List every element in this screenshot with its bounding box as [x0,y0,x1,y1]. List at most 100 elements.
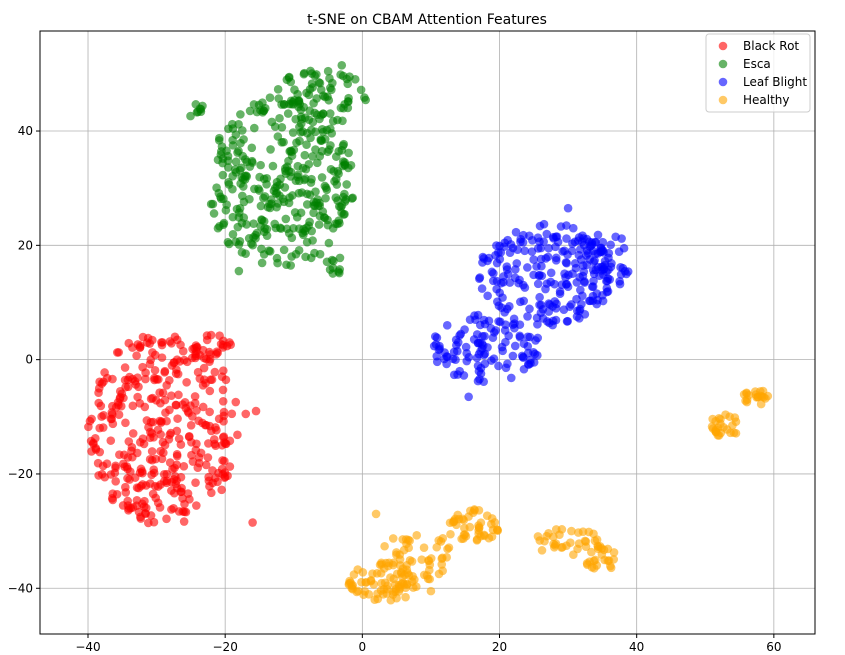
data-point [408,572,417,581]
data-point [497,342,507,352]
data-point [544,307,554,316]
data-point [320,181,330,191]
data-point [211,441,220,451]
y-tick-label: −40 [8,581,33,595]
data-point [154,375,163,384]
data-point [742,388,751,398]
data-point [272,253,282,263]
data-point [128,374,137,384]
data-point [190,392,200,401]
data-point [268,161,278,171]
data-point [546,277,555,287]
data-point [525,231,534,241]
data-point [532,313,542,323]
data-point [464,392,473,402]
legend-label: Leaf Blight [743,75,807,89]
data-point [120,462,129,471]
data-point [501,363,511,373]
data-point [172,335,182,345]
data-point [94,384,104,393]
data-point [205,407,214,417]
data-point [434,536,444,545]
data-point [432,333,442,343]
data-point [599,545,609,555]
data-point [207,488,216,498]
data-point [199,363,209,373]
data-point [132,448,142,458]
data-point [358,568,368,577]
data-point [587,547,596,557]
data-point [183,407,193,416]
data-point [228,212,238,222]
data-point [308,152,317,161]
data-point [525,304,534,314]
data-point [172,483,182,493]
data-point [565,302,575,311]
data-point [256,105,265,115]
data-point [342,180,351,189]
data-point [515,320,525,329]
data-point [150,350,160,360]
data-point [386,595,396,605]
data-point [116,401,126,411]
data-point [291,249,301,259]
data-point [489,269,498,278]
data-point [212,183,221,192]
data-point [438,566,447,576]
data-point [272,177,282,187]
data-point [551,242,560,252]
data-point [138,362,147,372]
data-point [512,259,522,268]
data-point [153,498,163,508]
data-point [238,182,248,191]
data-point [543,252,553,262]
data-point [508,351,518,361]
data-point [159,448,168,458]
data-point [395,550,405,559]
data-point [237,163,246,173]
data-point [220,472,230,482]
data-point [179,462,189,471]
data-point [593,262,603,272]
data-point [561,280,571,289]
legend-label: Esca [743,57,771,71]
data-point [218,340,228,350]
data-point [287,147,296,157]
data-point [326,141,335,150]
legend: Black Rot Esca Leaf Blight Healthy [705,33,811,113]
data-point [111,477,120,486]
data-point [160,366,170,376]
x-tick-label: 60 [766,640,781,654]
data-point [537,271,547,281]
data-point [289,223,298,233]
data-point [596,247,606,256]
data-point [171,369,181,378]
data-point [155,388,164,397]
data-point [520,283,530,292]
data-point [339,139,349,149]
data-point [311,145,320,154]
data-point [730,413,740,422]
data-point [465,315,475,325]
data-point [371,509,381,519]
data-point [562,221,571,230]
data-point [317,146,327,156]
data-point [203,453,213,462]
data-point [279,245,289,255]
data-point [482,511,492,520]
data-point [249,219,258,229]
data-point [165,458,175,467]
data-point [149,517,159,527]
data-point [241,409,251,419]
data-point [288,97,298,107]
data-point [265,93,275,102]
data-point [146,511,156,520]
data-point [579,267,589,276]
data-point [598,237,608,247]
data-point [511,227,521,237]
data-point [290,85,299,94]
data-point [533,233,543,243]
data-point [97,469,107,479]
data-point [494,317,503,326]
data-point [477,284,487,293]
